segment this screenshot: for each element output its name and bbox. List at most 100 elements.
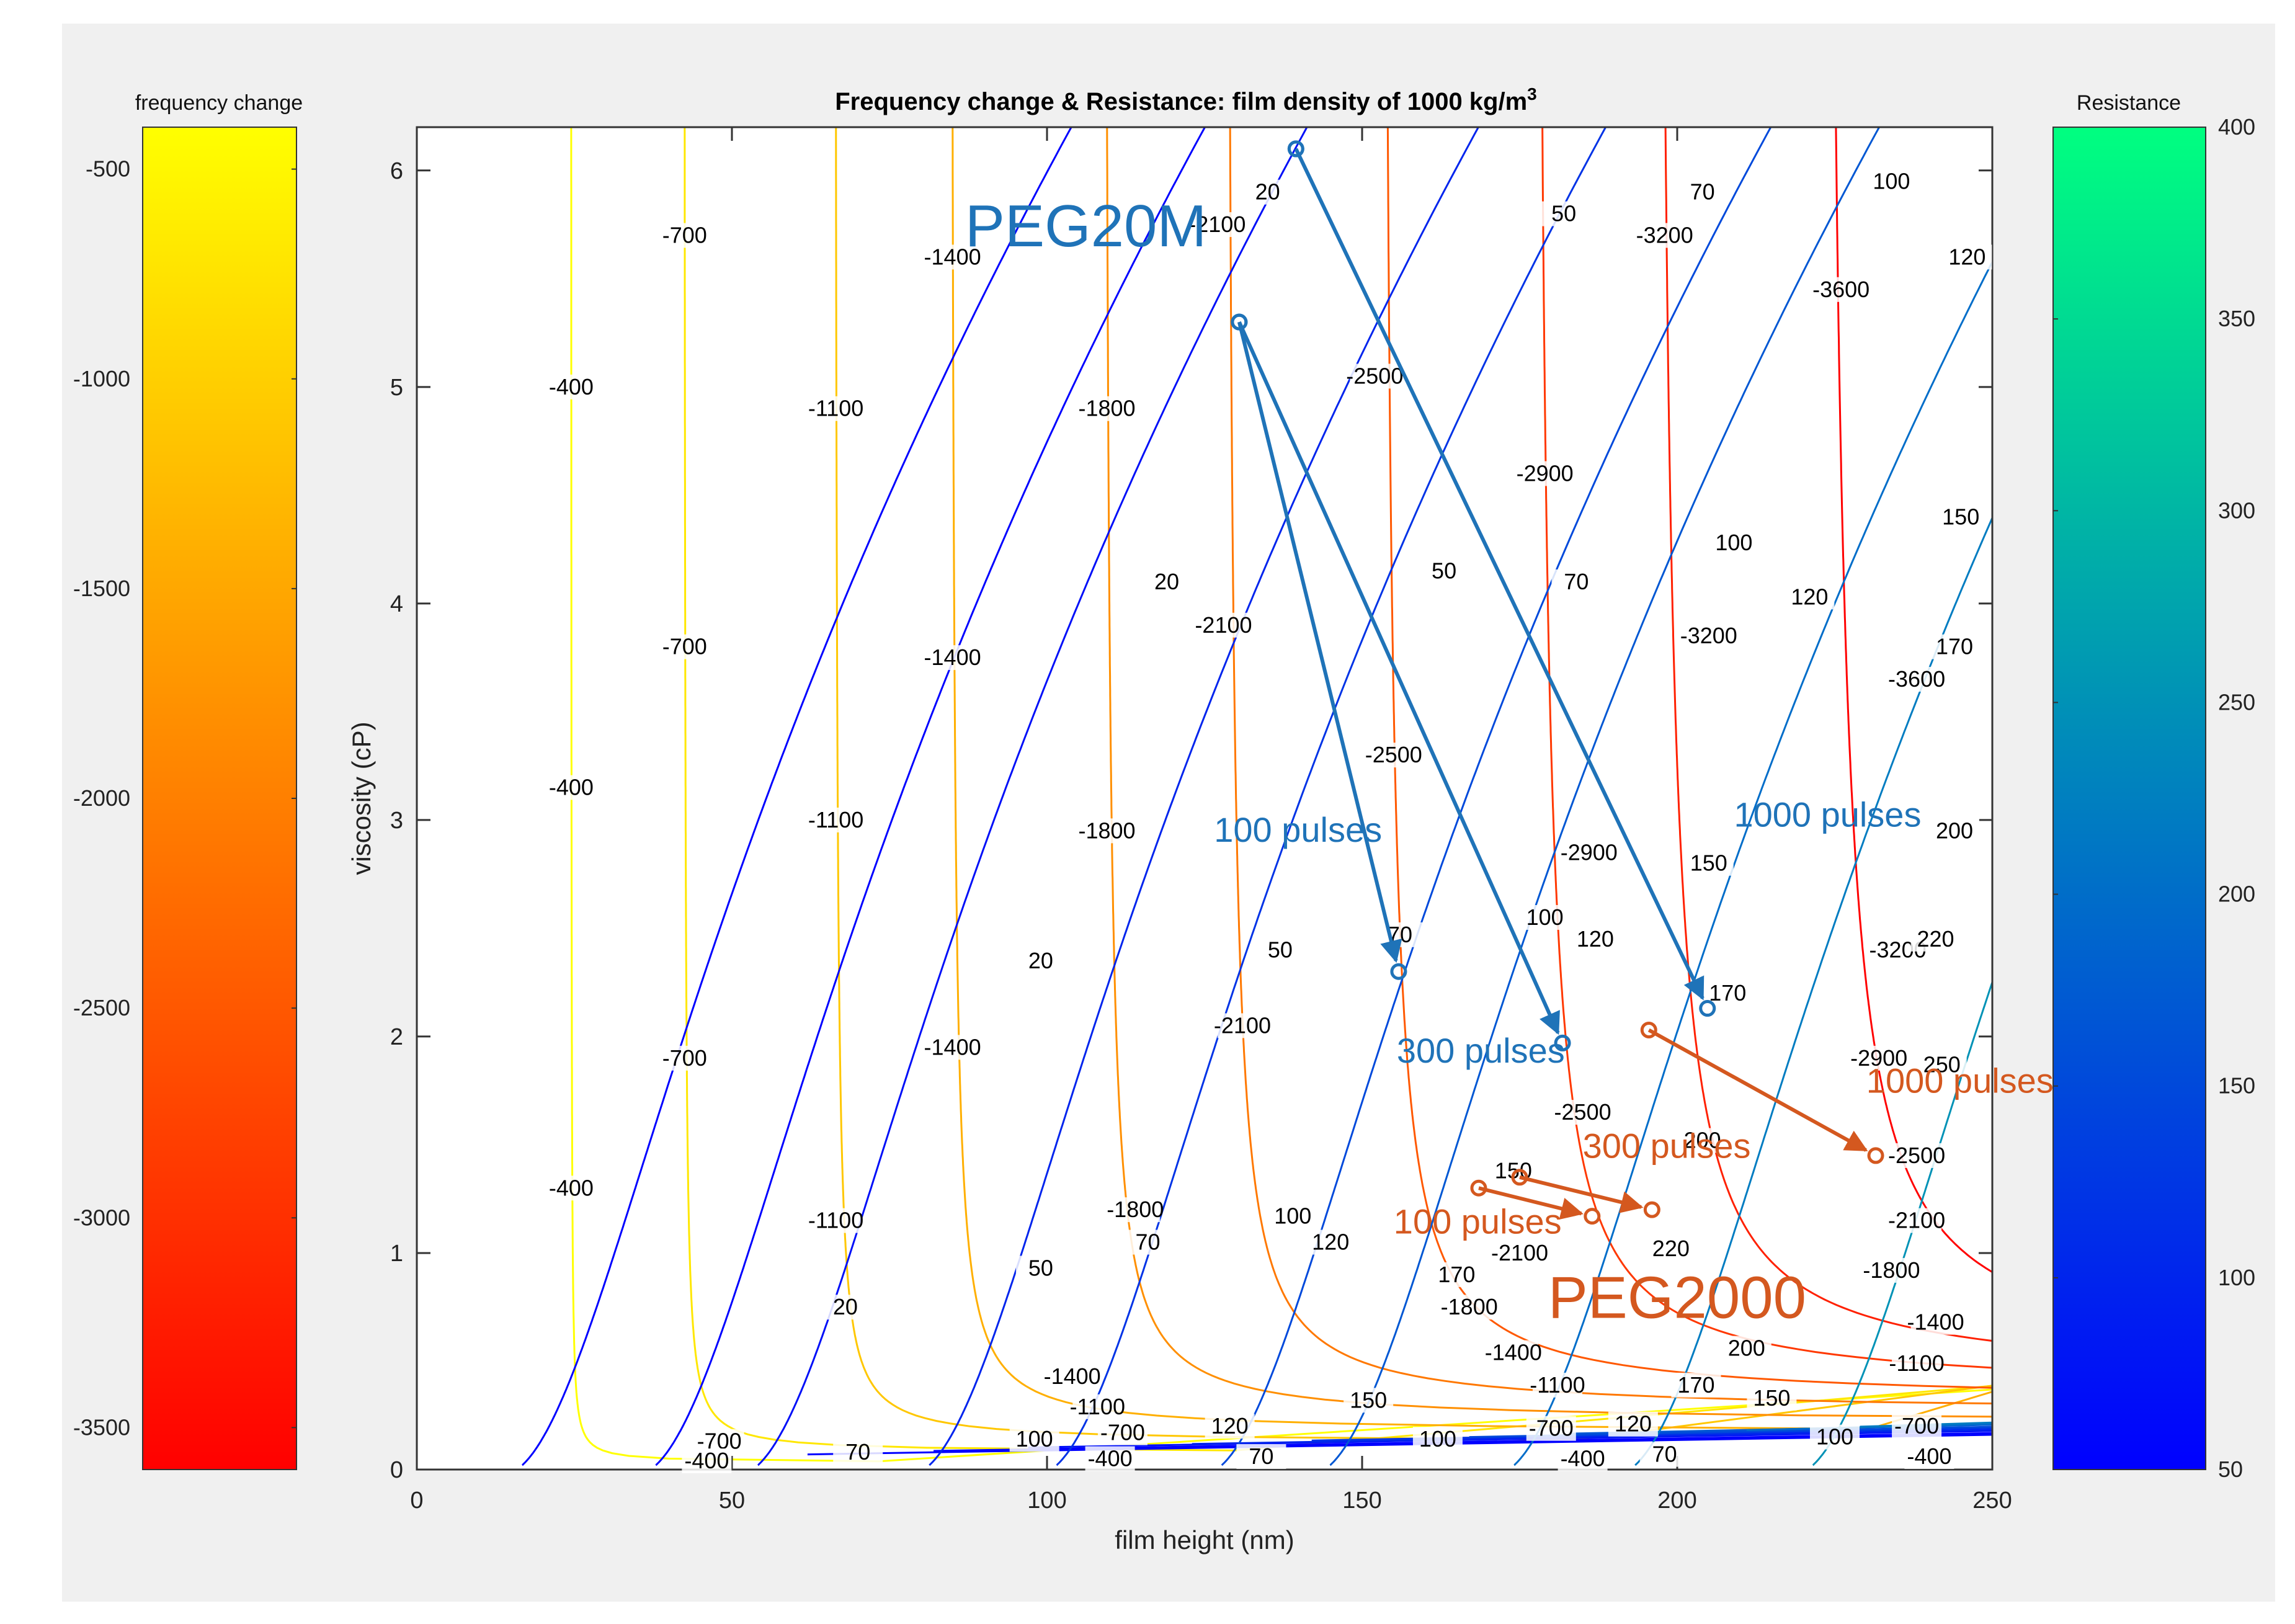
frequency-contour-label-bg: [1526, 1416, 1576, 1441]
frequency-contour-label: -400: [1088, 1446, 1133, 1471]
frequency-contour-label-bg: [1866, 1257, 1917, 1283]
frequency-colorbar: frequency change -500 -1000 -1500 -2000 -250…: [73, 91, 303, 1470]
resistance-contour-label: 120: [1312, 1229, 1349, 1255]
frequency-contour-label-bg: [1085, 1446, 1135, 1471]
resistance-contour-label: 120: [1211, 1413, 1249, 1439]
resistance-contour-label: 250: [1923, 1051, 1961, 1077]
frequency-contour-line: [684, 127, 1992, 1452]
chart-title-main: Frequency change & Resistance: film dens…: [835, 88, 1527, 115]
frequency-contour-label: -1100: [1070, 1394, 1125, 1419]
frequency-contour-line: [951, 127, 1992, 1430]
frequency-contour-label: -1400: [924, 645, 981, 670]
frequency-contour-line: [1541, 127, 1992, 1369]
x-tick-label: 0: [410, 1488, 423, 1514]
frequency-contour-label-bg: [1217, 1013, 1267, 1038]
resistance-contour-label-bg: [1709, 530, 1759, 556]
frequency-contour-label: -2500: [1888, 1143, 1945, 1168]
frequency-contour-line: [1835, 127, 1992, 1274]
resistance-contour-label-bg: [1419, 558, 1469, 584]
peg20m-end-point: [1390, 963, 1407, 980]
frequency-contour-label-bg: [1198, 612, 1249, 638]
frequency-contour-label: -1400: [924, 1034, 981, 1060]
frequency-contour-label-bg: [1444, 1295, 1494, 1320]
peg2000-end-point: [1584, 1208, 1601, 1225]
resistance-contour-label-bg: [1942, 244, 1992, 270]
resistance-colorbar-tick-label: 300: [2218, 497, 2255, 523]
resistance-contour-label: 220: [1652, 1236, 1690, 1261]
y-tick-label: 1: [390, 1241, 403, 1267]
resistance-contour-line: [1812, 979, 1992, 1466]
resistance-contour-label: 20: [1028, 948, 1053, 973]
resistance-contour-label-bg: [1268, 1203, 1318, 1229]
resistance-contour-label: 100: [1016, 1426, 1053, 1452]
resistance-contour-label-bg: [1936, 504, 1986, 530]
frequency-contour-label: -2500: [1554, 1099, 1611, 1125]
peg20m-transition-arrow: [1294, 148, 1705, 1001]
x-tick-label: 200: [1657, 1488, 1696, 1514]
resistance-colorbar-tick-label: 150: [2218, 1073, 2255, 1099]
resistance-contour-label-bg: [1539, 201, 1589, 226]
x-tick-label: 100: [1027, 1488, 1066, 1514]
peg20m-initial-point: [1231, 313, 1248, 331]
frequency-contour-label-bg: [1082, 396, 1132, 421]
frequency-contour-label: -1800: [1078, 396, 1135, 421]
peg2000-end-point: [1867, 1147, 1884, 1164]
resistance-contour-label: 70: [1652, 1442, 1677, 1467]
frequency-contour-label: -3200: [1636, 223, 1693, 248]
resistance-colorbar-tick-label: 200: [2218, 881, 2255, 907]
resistance-contour-label-bg: [820, 1295, 870, 1320]
series-name-annotation: PEG20M: [965, 193, 1206, 259]
frequency-colorbar-gradient: [142, 127, 297, 1470]
resistance-colorbar-tick-label: 100: [2218, 1265, 2255, 1290]
frequency-contour-label-bg: [1495, 1240, 1544, 1265]
frequency-contour-label-bg: [1488, 1340, 1538, 1365]
frequency-contour-label: -400: [549, 374, 594, 399]
resistance-contour-line: [1221, 127, 1772, 1466]
frequency-contour-label: -1100: [808, 396, 863, 421]
resistance-contour-label-bg: [1570, 926, 1620, 952]
frequency-contour-label: -1400: [1485, 1340, 1542, 1365]
frequency-contour-label-bg: [1097, 1420, 1148, 1445]
frequency-contour-label: -400: [1907, 1443, 1951, 1469]
x-tick-label: 150: [1342, 1488, 1381, 1514]
frequency-contour-label: -1800: [1863, 1257, 1920, 1283]
x-axis-label: film height (nm): [1115, 1525, 1294, 1555]
frequency-contour-label-bg: [927, 244, 978, 270]
resistance-contour-label-bg: [1677, 179, 1727, 205]
resistance-contour-label-bg: [1142, 569, 1192, 594]
resistance-contour-label-bg: [833, 1440, 883, 1465]
resistance-contour-label: 200: [1684, 1127, 1721, 1153]
resistance-contour-label: 170: [1438, 1262, 1475, 1287]
resistance-colorbar-tick-label: 50: [2218, 1457, 2243, 1482]
resistance-contour-label-bg: [1721, 1336, 1771, 1361]
frequency-contour-label-bg: [927, 1035, 978, 1060]
peg2000-start-point: [1640, 1021, 1657, 1038]
frequency-contour-label: -2100: [1188, 212, 1246, 237]
pulse-count-annotation: 1000 pulses: [1866, 1061, 2054, 1100]
frequency-contour-label-bg: [1532, 1372, 1582, 1398]
frequency-contour-label-bg: [1892, 1350, 1942, 1376]
peg20m-transition-arrow: [1237, 321, 1402, 963]
resistance-colorbar-tick-label: 350: [2218, 306, 2255, 331]
peg20m-initial-point: [1287, 140, 1304, 158]
frequency-contour-label: -3600: [1812, 277, 1869, 302]
resistance-contour-label: 70: [1564, 569, 1589, 594]
frequency-contour-label: -2100: [1888, 1208, 1945, 1233]
frequency-colorbar-tick-label: -3500: [73, 1414, 130, 1440]
frequency-contour-label-bg: [811, 396, 861, 421]
frequency-contour-label-bg: [1557, 1100, 1608, 1125]
frequency-contour-label-bg: [1520, 461, 1570, 486]
resistance-contour-label: 120: [1948, 244, 1985, 269]
peg2000-start-point: [1470, 1179, 1487, 1197]
frequency-contour-line: [570, 127, 1992, 1463]
resistance-contour-label-bg: [1930, 634, 1980, 659]
frequency-contour-label-bg: [546, 1176, 596, 1201]
frequency-contour-label: -1100: [1530, 1372, 1585, 1398]
resistance-contour-label: 120: [1615, 1411, 1652, 1437]
plot-border: [416, 126, 1994, 1471]
resistance-contour-line: [757, 127, 1308, 1466]
resistance-contour-label: 100: [1419, 1426, 1456, 1452]
frequency-contour-label-bg: [1904, 1444, 1954, 1470]
resistance-contour-label: 100: [1715, 530, 1752, 555]
